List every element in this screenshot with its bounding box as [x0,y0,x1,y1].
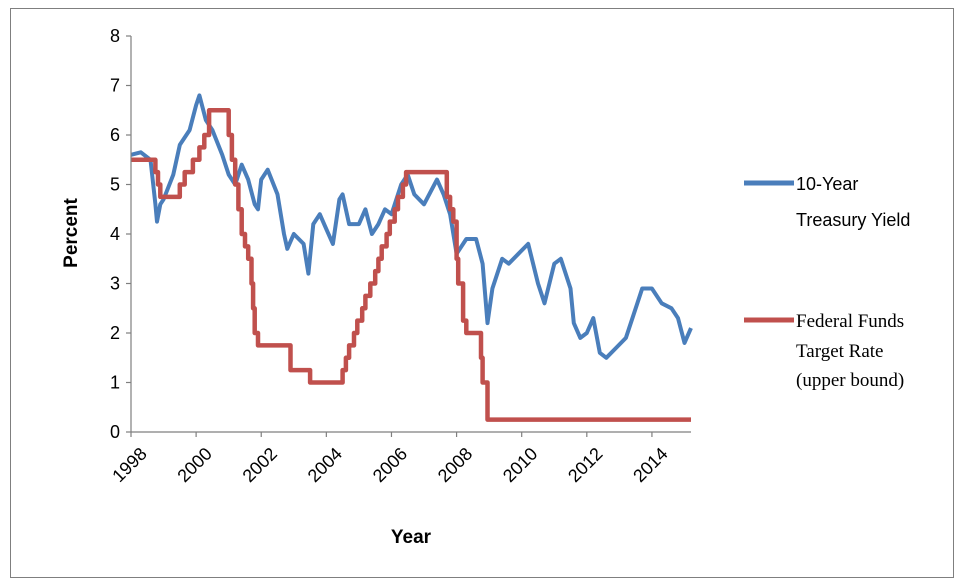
series-layer [130,93,693,422]
y-tick-label: 2 [110,323,120,343]
legend-label-treasury-line1: 10-Year [796,174,858,194]
x-tick-label: 2004 [304,444,346,486]
y-tick-label: 3 [110,274,120,294]
legend-label-treasury-line2: Treasury Yield [796,210,910,230]
x-tick-label: 2000 [173,444,215,486]
x-tick-label: 2002 [239,444,281,486]
y-tick-label: 5 [110,175,120,195]
legend-item-treasury: 10-Year Treasury Yield [744,174,910,230]
x-tick-label: 2006 [369,444,411,486]
chart-frame: 0 1 2 3 4 5 6 7 8 1998 2000 2002 2004 2006 2008 2010 201… [10,8,954,578]
x-axis-title: Year [391,527,432,548]
y-tick-label: 6 [110,125,120,145]
x-tick-label: 2010 [499,444,541,486]
x-tick-label: 1998 [108,444,150,486]
x-tick-label: 2014 [629,444,671,486]
series-line-treasury-yield [130,93,693,360]
axis-ticks: 0 1 2 3 4 5 6 7 8 1998 2000 2002 2004 2006 2008 2010 201… [108,26,671,486]
y-tick-label: 0 [110,422,120,442]
y-tick-label: 7 [110,76,120,96]
x-tick-label: 2008 [434,444,476,486]
y-tick-label: 8 [110,26,120,46]
y-axis-title: Percent [61,197,82,267]
legend-label-fedfunds-line1: Federal Funds [796,311,904,332]
x-tick-label: 2012 [564,444,606,486]
legend-item-fedfunds: Federal Funds Target Rate (upper bound) [744,311,904,391]
y-tick-label: 4 [110,224,120,244]
legend-label-fedfunds-line2: Target Rate [796,341,883,362]
y-tick-label: 1 [110,373,120,393]
legend-label-fedfunds-line3: (upper bound) [796,370,904,391]
line-chart: 0 1 2 3 4 5 6 7 8 1998 2000 2002 2004 2006 2008 2010 201… [61,26,910,548]
series-line-fed-funds-rate [131,108,691,422]
legend: 10-Year Treasury Yield Federal Funds Tar… [744,174,910,391]
